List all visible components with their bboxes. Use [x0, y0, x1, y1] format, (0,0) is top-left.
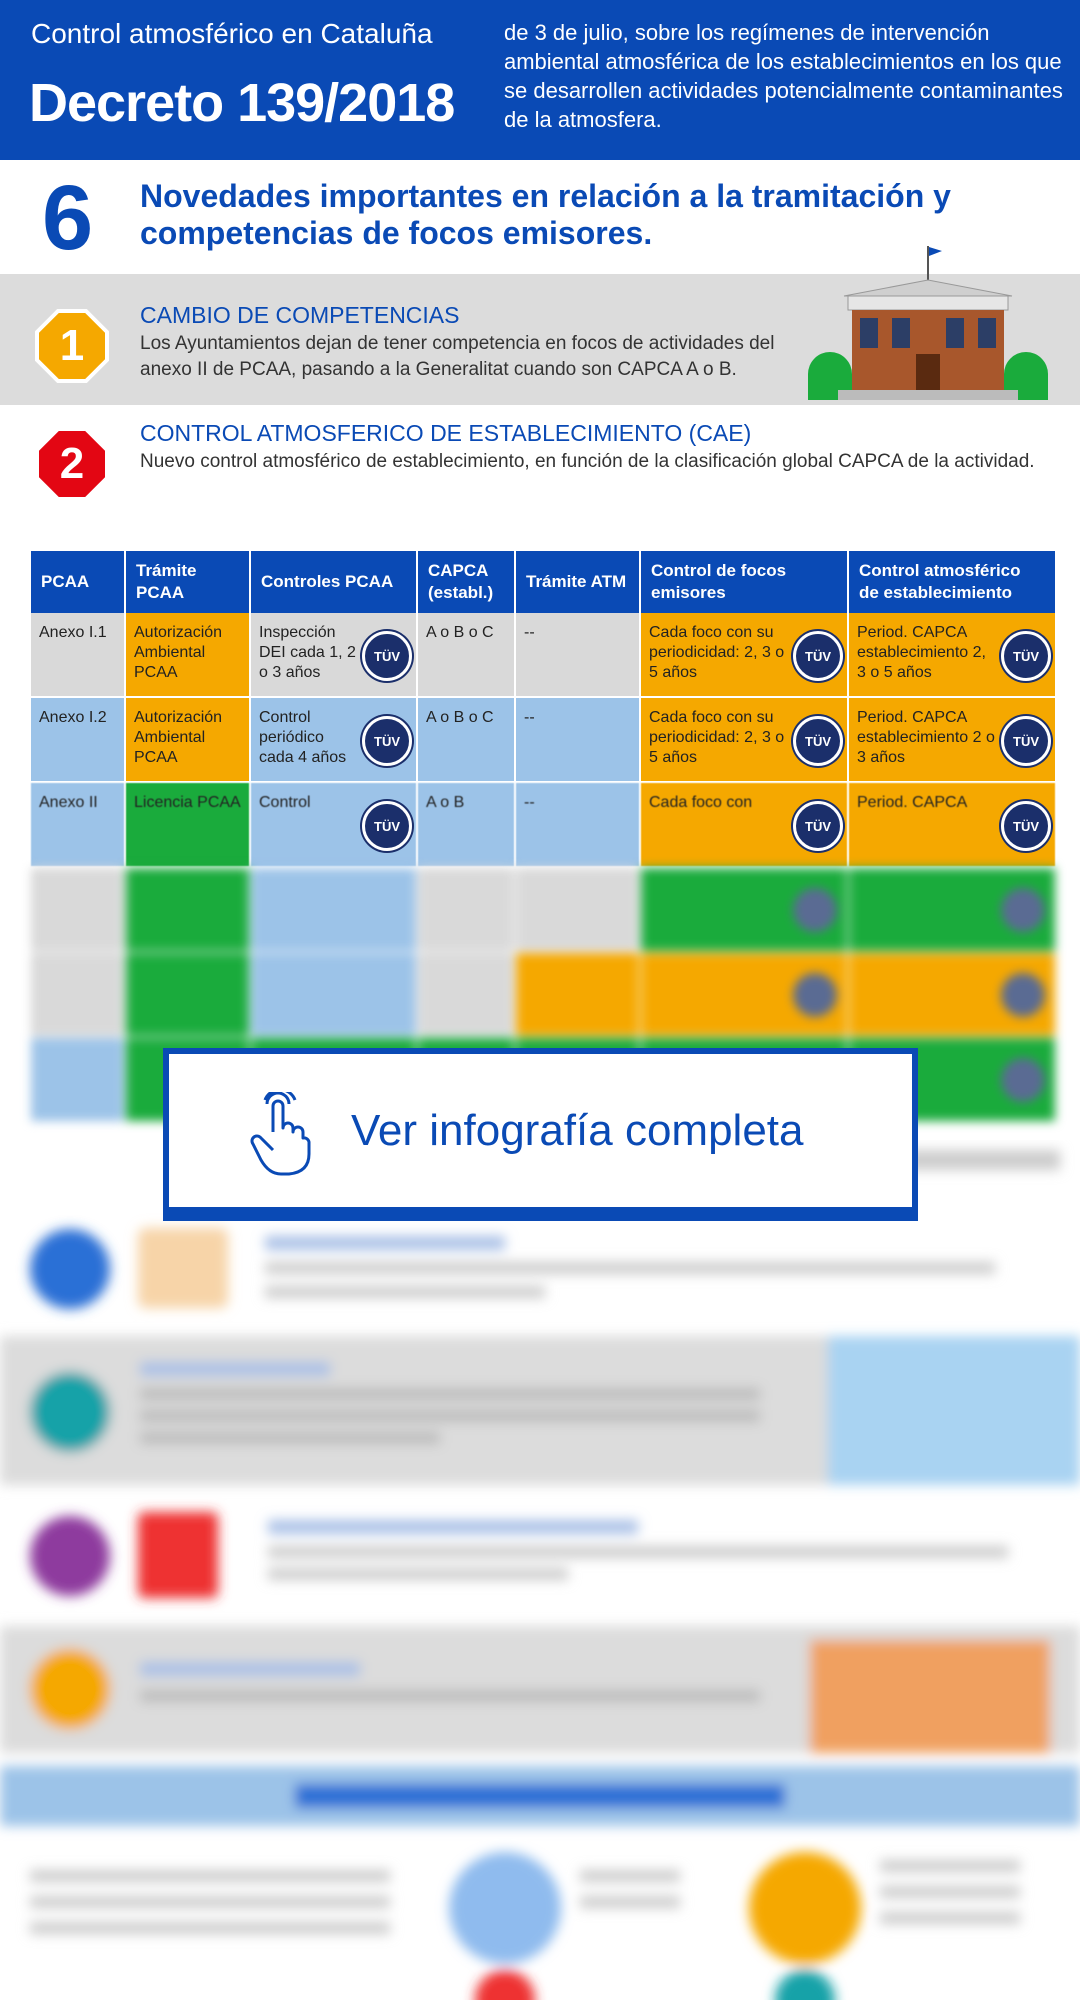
blurred-badge — [793, 973, 837, 1017]
intro-heading: Novedades importantes en relación a la t… — [140, 178, 951, 251]
blurred-cell — [251, 868, 416, 951]
table-header: Control de focos emisores — [641, 551, 849, 613]
item-text: Nuevo control atmosférico de establecimi… — [140, 451, 1035, 472]
table-header: Trámite PCAA — [126, 551, 251, 613]
table-header: CAPCA (establ.) — [418, 551, 516, 613]
table-cell: -- — [516, 613, 641, 698]
blurred-content — [0, 1150, 1080, 2000]
table-header: Trámite ATM — [516, 551, 641, 613]
table-cell: A o B — [418, 783, 516, 868]
building-illustration — [808, 246, 1048, 400]
table-cell: Cada foco con su periodicidad: 2, 3 o 5 … — [641, 613, 849, 698]
table-cell: Anexo I.1 — [31, 613, 126, 698]
hand-icon — [250, 1092, 311, 1176]
blurred-cell — [418, 953, 514, 1036]
table-cell: A o B o C — [418, 698, 516, 783]
table-cell: Anexo I.2 — [31, 698, 126, 783]
blurred-cell — [31, 953, 124, 1036]
blurred-cell — [516, 868, 639, 951]
table-header: PCAA — [31, 551, 126, 613]
certification-badge: TÜV — [362, 801, 412, 851]
table-header: Control atmosférico de establecimiento — [849, 551, 1057, 613]
header: Control atmosférico en Cataluña Decreto … — [0, 0, 1080, 160]
certification-badge: TÜV — [793, 716, 843, 766]
blurred-cell — [516, 953, 639, 1036]
item-text: Los Ayuntamientos dejan de tener compete… — [140, 333, 775, 380]
blurred-cell — [126, 953, 249, 1036]
table: PCAA Trámite PCAA Controles PCAA CAPCA (est… — [31, 551, 1057, 1151]
header-description: de 3 de julio, sobre los regímenes de in… — [504, 20, 1063, 132]
blurred-badge — [793, 888, 837, 932]
certification-badge: TÜV — [1001, 716, 1051, 766]
header-title: Decreto 139/2018 — [29, 73, 455, 133]
item-number: 2 — [39, 431, 105, 497]
table-cell: Cada foco con — [641, 783, 849, 868]
table-cell: A o B o C — [418, 613, 516, 698]
blurred-cell — [418, 868, 514, 951]
certification-badge: TÜV — [362, 631, 412, 681]
blurred-badge — [1001, 888, 1045, 932]
blurred-cell — [126, 868, 249, 951]
table-header: Controles PCAA — [251, 551, 418, 613]
item-title: CONTROL ATMOSFERICO DE ESTABLECIMIENTO (… — [140, 420, 752, 446]
certification-badge: TÜV — [1001, 631, 1051, 681]
certification-badge: TÜV — [793, 801, 843, 851]
blurred-badge — [1001, 973, 1045, 1017]
blurred-cell — [31, 868, 124, 951]
header-subtitle: Control atmosférico en Cataluña — [31, 18, 433, 49]
table-cell: -- — [516, 698, 641, 783]
blurred-cell — [31, 1038, 124, 1121]
intro-number: 6 — [42, 167, 94, 269]
item-title: CAMBIO DE COMPETENCIAS — [140, 302, 460, 328]
blurred-cell — [251, 953, 416, 1036]
blurred-badge — [1001, 1058, 1045, 1102]
cta-button[interactable]: Ver infografía completa — [163, 1048, 918, 1221]
certification-badge: TÜV — [793, 631, 843, 681]
table-cell: Autorización Ambiental PCAA — [126, 698, 251, 783]
table-cell: Autorización Ambiental PCAA — [126, 613, 251, 698]
table-cell: Anexo II — [31, 783, 126, 868]
cta-label[interactable]: Ver infografía completa — [351, 1106, 804, 1155]
item-number: 1 — [39, 313, 105, 379]
table-cell: -- — [516, 783, 641, 868]
table-cell: Cada foco con su periodicidad: 2, 3 o 5 … — [641, 698, 849, 783]
certification-badge: TÜV — [1001, 801, 1051, 851]
certification-badge: TÜV — [362, 716, 412, 766]
table-cell: Licencia PCAA — [126, 783, 251, 868]
